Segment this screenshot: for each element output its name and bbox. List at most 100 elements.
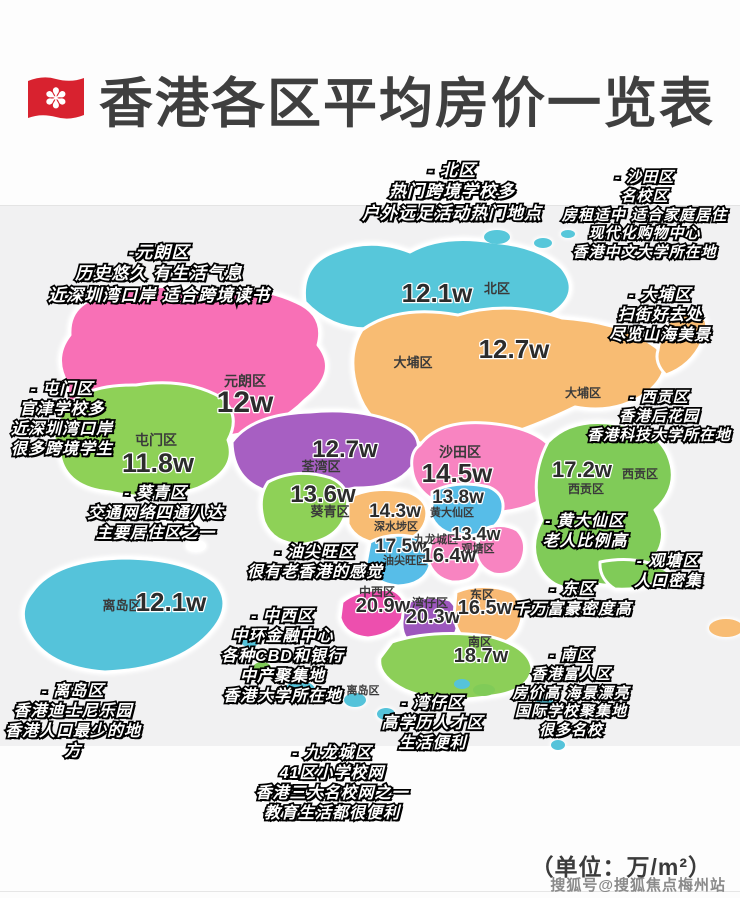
district-label: 沙田区 (439, 444, 481, 460)
district-kwai-tsing-shape (259, 471, 350, 546)
annotation-line: 香港后花园 (617, 406, 700, 426)
district-price: 17.2w (552, 457, 613, 482)
annotation-tuen-mun: - 屯门区 官津学校多 近深圳湾口岸 很多跨境学生 (0, 379, 124, 460)
district-price: 12.7w (312, 436, 378, 463)
annotation-line: 人口密集 (632, 571, 703, 592)
annotation-line: - 湾仔区 (399, 693, 464, 714)
annotation-line: 尽览山海美景 (607, 325, 712, 346)
district-label: 大埔区 (565, 385, 601, 400)
district-price: 13.4w (451, 524, 501, 544)
annotation-line: 交通网络四通八达 (86, 503, 225, 524)
annotation-line: 香港大学所在地 (221, 686, 343, 707)
annotation-line: 房租适中 适合家庭居住 (560, 205, 728, 225)
island-shape (454, 679, 470, 689)
annotation-line: - 黄大仙区 (543, 511, 625, 532)
district-label: 荃湾区 (301, 459, 340, 474)
district-price: 11.8w (122, 448, 195, 478)
annotation-southern: - 南区 香港富人区 房价高 海景漂亮 国际学校聚集地 很多名校 (500, 645, 642, 741)
annotation-line: - 离岛区 (40, 681, 105, 702)
annotation-kwai-tsing: - 葵青区 交通网络四通八达 主要居住区之一 (58, 483, 253, 544)
annotation-line: 教育生活都很便利 (262, 803, 401, 824)
district-label: 西贡区 (568, 482, 604, 496)
sai-kung-peninsula-shape (598, 558, 671, 591)
district-label: 东区 (470, 587, 494, 602)
annotation-yuen-long: -元朗区 历史悠久 有生活气息 近深圳湾口岸 适合跨境读书 (18, 241, 300, 307)
district-label: 油尖旺区 (383, 553, 427, 567)
annotation-line: 近深圳湾口岸 适合跨境读书 (46, 284, 270, 307)
annotation-line: - 葵青区 (122, 483, 187, 504)
district-label: 西贡区 (622, 467, 658, 481)
annotation-line: - 东区 (548, 579, 596, 600)
annotation-line: 名校区 (619, 186, 670, 206)
district-price: 13.8w (432, 487, 484, 508)
district-label: 北区 (484, 281, 510, 296)
annotation-line: - 大埔区 (627, 285, 692, 306)
island-shape (551, 740, 565, 750)
district-islands-shape (21, 556, 226, 674)
district-label: 深水埗区 (374, 519, 418, 533)
annotation-central-western: - 中西区 中环金融中心 各种CBD和银行 中产聚集地 香港大学所在地 (200, 606, 365, 707)
unit-note: （单位：万/m²） (530, 854, 712, 880)
island-shape (473, 684, 495, 696)
island-shape (377, 708, 395, 720)
annotation-line: - 九龙城区 (290, 743, 372, 764)
annotation-line: - 屯门区 (29, 379, 94, 400)
annotation-line: 扫街好去处 (616, 305, 704, 326)
cloud-shape (165, 513, 199, 531)
district-label: 观塘区 (462, 541, 495, 555)
district-price: 12.1w (402, 278, 474, 308)
island-shape (253, 662, 271, 674)
cloud-shape (186, 540, 206, 552)
annotation-line: 香港迪士尼乐园 (12, 701, 134, 722)
panel-divider (0, 891, 740, 892)
annotation-kwun-tong: - 观塘区 人口密集 (605, 551, 731, 592)
island-shape (285, 681, 315, 699)
district-label: 屯门区 (135, 432, 177, 448)
island-shape (561, 230, 575, 238)
district-price: 20.3w (406, 606, 461, 628)
annotation-line: - 观塘区 (635, 551, 700, 572)
island-shape (534, 238, 552, 248)
annotation-line: 历史悠久 有生活气息 (73, 262, 243, 285)
district-label: 南区 (468, 634, 492, 649)
annotation-line: - 南区 (548, 645, 594, 665)
page-title: 香港各区平均房价一览表 (99, 73, 715, 134)
district-label: 黄大仙区 (430, 505, 474, 519)
coast-shape (709, 619, 740, 637)
district-price: 17.5w (375, 536, 427, 557)
annotation-line: 高学历人才区 (380, 713, 485, 734)
annotation-line: 各种CBD和银行 (219, 646, 344, 667)
annotation-line: 香港富人区 (529, 664, 612, 684)
hong-kong-flag-icon: ✽ (28, 77, 84, 119)
district-label: 离岛区 (347, 683, 380, 697)
annotation-line: - 中西区 (249, 606, 314, 627)
annotation-sha-tin: - 沙田区 名校区 房租适中 适合家庭居住 现代化购物中心 香港中文大学所在地 (552, 167, 737, 263)
annotation-line: 热门跨境学校多 (387, 180, 516, 203)
annotation-line: 很多名校 (537, 720, 604, 740)
annotation-line: - 油尖旺区 (273, 542, 355, 563)
annotation-line: 很有老香港的感觉 (245, 562, 384, 583)
district-price: 14.5w (422, 458, 494, 488)
annotation-line: 香港中文大学所在地 (571, 242, 718, 262)
district-price: 20.9w (356, 595, 411, 617)
island-shape (484, 230, 510, 244)
district-sham-shui-po-shape (346, 488, 429, 546)
annotation-line: 户外远足活动热门地点 (360, 202, 543, 225)
page-title-row: ✽ 香港各区平均房价一览表 (0, 58, 740, 138)
annotation-line: 香港人口最少的地方 (3, 721, 142, 762)
annotation-wong-tai-sin: - 黄大仙区 老人比例高 (520, 511, 650, 552)
bauhinia-glyph: ✽ (44, 83, 67, 114)
annotation-line: 中产聚集地 (238, 666, 326, 687)
district-price: 12.1w (136, 587, 208, 617)
annotation-line: - 北区 (426, 159, 477, 182)
annotation-line: 中环金融中心 (230, 626, 335, 647)
district-price: 13.6w (290, 481, 356, 508)
annotation-line: 老人比例高 (541, 531, 629, 552)
district-price: 12.7w (479, 334, 551, 364)
district-price: 16.4w (422, 545, 477, 567)
district-price: 18.7w (454, 645, 509, 667)
annotation-islands: - 离岛区 香港迪士尼乐园 香港人口最少的地方 (0, 681, 146, 762)
annotation-line: 很多跨境学生 (9, 439, 114, 460)
district-label: 湾仔区 (412, 595, 448, 610)
